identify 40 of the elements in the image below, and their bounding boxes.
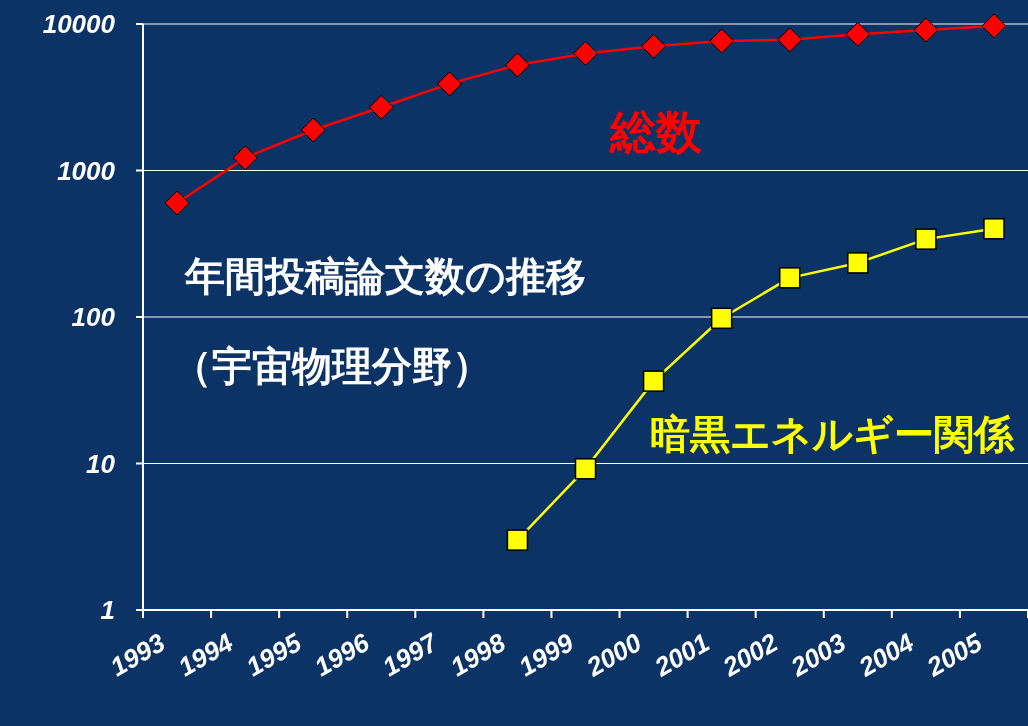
- point: [368, 94, 394, 120]
- point: [642, 370, 665, 392]
- point: [164, 190, 190, 216]
- x-tick-label: 1993: [104, 626, 171, 683]
- point: [845, 21, 871, 47]
- point: [913, 17, 939, 43]
- y-tick-label: 10: [86, 448, 116, 479]
- y-tick-label: 1: [100, 595, 115, 625]
- x-tick-label: 2000: [580, 626, 648, 683]
- point: [504, 52, 530, 78]
- x-tick-label: 2003: [784, 626, 852, 683]
- text: 年間投稿論文数の推移: [184, 254, 586, 298]
- point: [981, 13, 1007, 39]
- point: [436, 71, 462, 97]
- point: [641, 33, 667, 59]
- point: [710, 307, 733, 330]
- point: [778, 267, 801, 289]
- text: （宇宙物理分野）: [172, 344, 492, 388]
- point: [983, 218, 1005, 240]
- point: [573, 40, 598, 66]
- x-tick-label: 2004: [852, 626, 920, 683]
- series-label: 総数: [608, 106, 703, 158]
- point: [506, 529, 529, 551]
- x-tick-label: 1998: [445, 626, 511, 683]
- point: [847, 252, 869, 274]
- y-tick-label: 100: [71, 302, 116, 332]
- y-tick-label: 1000: [57, 155, 116, 186]
- point: [232, 145, 258, 171]
- y-tick-label: 10000: [42, 9, 116, 39]
- x-tick-label: 2001: [648, 627, 715, 683]
- point: [574, 458, 597, 480]
- point: [709, 28, 735, 54]
- point: [777, 27, 803, 53]
- point: [300, 117, 326, 143]
- x-tick-label: 2002: [716, 626, 784, 683]
- x-tick-label: 1994: [173, 626, 239, 683]
- x-tick-label: 1996: [309, 626, 375, 683]
- series-label: 暗黒エネルギー関係: [650, 412, 1015, 456]
- x-tick-label: 1999: [513, 626, 579, 683]
- point: [915, 228, 937, 250]
